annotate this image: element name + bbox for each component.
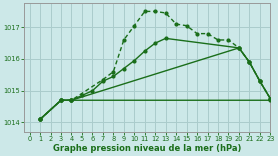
X-axis label: Graphe pression niveau de la mer (hPa): Graphe pression niveau de la mer (hPa) — [53, 144, 242, 153]
